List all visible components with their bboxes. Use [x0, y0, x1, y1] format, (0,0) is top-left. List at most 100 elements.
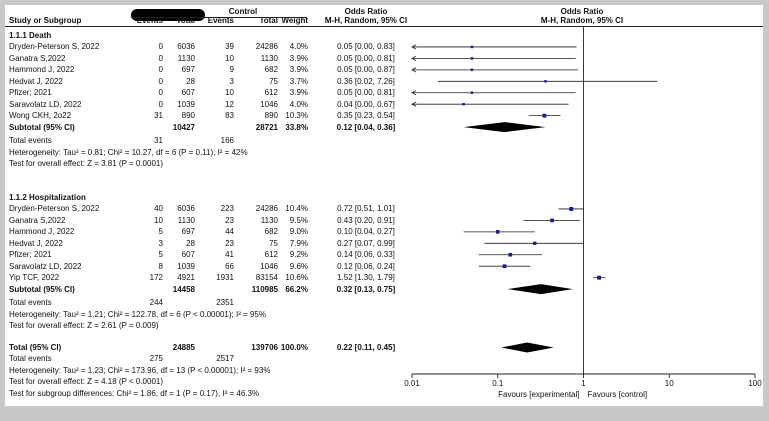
- subgroup-title: 1.1.1 Death: [9, 31, 52, 40]
- ctrl-events: 39: [225, 42, 234, 52]
- weight: 10.3%: [285, 111, 308, 121]
- exp-events: 5: [158, 250, 163, 260]
- weight: 3.9%: [289, 65, 308, 75]
- weight: 9.6%: [289, 261, 308, 271]
- study-name: Dryden-Peterson S, 2022: [9, 204, 100, 214]
- total-weight: 100.0%: [280, 343, 308, 352]
- ctrl-total: 612: [264, 250, 278, 260]
- ctrl-events: 44: [225, 227, 234, 237]
- total-overall-effect-text: Test for overall effect: Z = 4.18 (P < 0…: [9, 377, 164, 387]
- subtotal-label: Subtotal (95% CI): [9, 284, 75, 294]
- control-group-header: Control: [228, 7, 258, 16]
- study-name: Hedvat J, 2022: [9, 238, 63, 248]
- ctrl-events: 23: [225, 215, 234, 225]
- exp-events: 40: [154, 204, 163, 214]
- weight: 3.9%: [289, 88, 308, 98]
- study-effect-square: [502, 264, 507, 269]
- subtotal-exp-total: 14458: [172, 284, 195, 294]
- x-axis-tick-label: 0.1: [492, 379, 504, 388]
- exp-total: 1130: [177, 53, 195, 63]
- study-effect-square: [508, 252, 513, 257]
- exp-total: 4921: [177, 273, 195, 283]
- study-name: Pfizer; 2021: [9, 250, 52, 260]
- total-events-label: Total events: [9, 136, 52, 146]
- ctrl-total: 75: [269, 76, 278, 86]
- ctrl-events: 83: [225, 111, 234, 121]
- exp-events: 0: [158, 88, 163, 98]
- exp-total: 28: [186, 76, 195, 86]
- subgroup-title: 1.1.2 Hospitalization: [9, 193, 86, 202]
- ci-arrow-left: [411, 44, 417, 50]
- study-effect-square: [597, 275, 602, 280]
- exp-events: 3: [158, 238, 163, 248]
- subtotal-exp-total: 10427: [172, 122, 195, 132]
- total-events-ctrl: 2351: [216, 298, 234, 308]
- study-effect-square: [462, 102, 465, 106]
- or-ci-text: 0.72 [0.51, 1.01]: [337, 204, 395, 214]
- ci-arrow-left: [411, 90, 417, 96]
- ctrl-total: 612: [264, 88, 278, 98]
- subtotal-ctrl-total: 110985: [251, 284, 278, 294]
- weight: 10.6%: [285, 273, 308, 283]
- study-name: Saravolatz LD, 2022: [9, 99, 82, 109]
- weight: 9.5%: [289, 215, 308, 225]
- total-ctrl: 139706: [251, 343, 278, 352]
- total-diamond: [501, 342, 554, 353]
- exp-total: 697: [181, 227, 195, 237]
- exp-events: 0: [158, 99, 163, 109]
- exp-total: 1039: [177, 261, 195, 271]
- forest-plot-figure: Control Odds Ratio M-H, Random, 95% CI Odds…: [5, 5, 763, 406]
- x-axis-tick-label: 1: [581, 379, 586, 388]
- ci-arrow-left: [411, 67, 417, 73]
- or-ci-text: 0.05 [0.00, 0.81]: [337, 53, 395, 63]
- weight: 9.0%: [289, 227, 308, 237]
- subtotal-ci-text: 0.32 [0.13, 0.75]: [336, 284, 396, 294]
- or-ci-text: 0.14 [0.06, 0.33]: [337, 250, 395, 260]
- ctrl-total: 1046: [260, 99, 278, 109]
- study-name: Ganatra S,2022: [9, 53, 66, 63]
- exp-total: 607: [181, 250, 195, 260]
- group-header-rule: [131, 17, 307, 18]
- exp-events: 0: [158, 65, 163, 75]
- study-effect-square: [542, 113, 547, 118]
- subtotal-weight: 33.8%: [285, 122, 308, 132]
- weight: 4.0%: [289, 99, 308, 109]
- ctrl-events: 66: [225, 261, 234, 271]
- exp-events: 0: [158, 53, 163, 63]
- study-name: Dryden-Peterson S, 2022: [9, 42, 100, 52]
- subtotal-diamond: [463, 122, 546, 133]
- ctrl-total: 1046: [260, 261, 278, 271]
- or-ci-text: 1.52 [1.30, 1.79]: [337, 273, 395, 283]
- total-label: Total (95% CI): [9, 343, 62, 352]
- study-effect-square: [470, 57, 474, 60]
- x-axis-tick-label: 100: [748, 379, 762, 388]
- subtotal-weight: 66.2%: [285, 284, 308, 294]
- exp-events: 0: [158, 42, 163, 52]
- weight: 9.2%: [289, 250, 308, 260]
- ci-arrow-left: [411, 55, 417, 61]
- or-ci-text: 0.04 [0.00, 0.67]: [337, 99, 395, 109]
- ctrl-events: 23: [225, 238, 234, 248]
- exp-total: 1130: [177, 215, 195, 225]
- total-events-ctrl: 166: [220, 136, 234, 146]
- or-ci-text: 0.05 [0.00, 0.83]: [337, 42, 395, 52]
- ctrl-events: 1931: [216, 273, 234, 283]
- exp-events: 8: [158, 261, 163, 271]
- total-events-label: Total events: [9, 354, 52, 364]
- exp-total: 6036: [177, 42, 195, 52]
- or-ci-text: 0.36 [0.02, 7.26]: [337, 76, 395, 86]
- or-ci-text: 0.10 [0.04, 0.27]: [337, 227, 395, 237]
- ctrl-total: 682: [264, 227, 278, 237]
- x-axis-tick-label: 0.01: [404, 379, 420, 388]
- column-header: Study or Subgroup: [9, 16, 82, 25]
- column-header: Total: [259, 16, 278, 25]
- or-ci-text: 0.05 [0.00, 0.87]: [337, 65, 395, 75]
- exp-total: 607: [181, 88, 195, 98]
- total-events-exp: 275: [149, 354, 163, 364]
- exp-events: 5: [158, 227, 163, 237]
- study-name: Yip TCF, 2022: [9, 273, 60, 283]
- ctrl-total: 1130: [260, 215, 278, 225]
- exp-events: 31: [154, 111, 163, 121]
- column-header: Events: [207, 16, 234, 25]
- ctrl-events: 41: [225, 250, 234, 260]
